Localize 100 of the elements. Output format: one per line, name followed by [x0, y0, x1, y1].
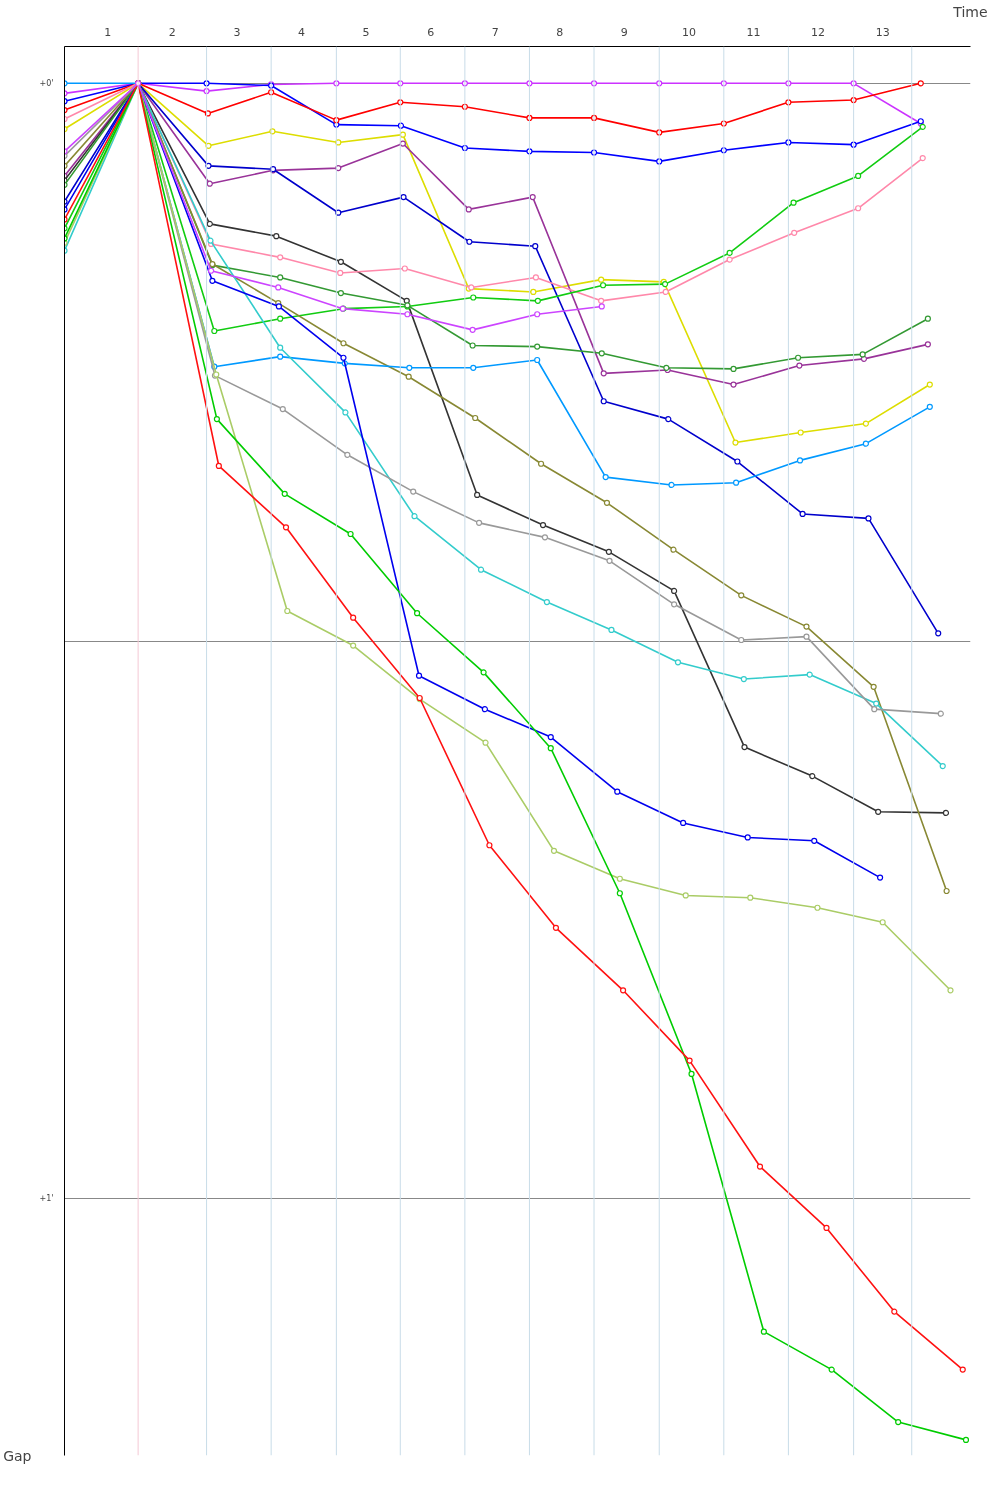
point [876, 874, 884, 881]
point [477, 566, 485, 573]
point [859, 351, 866, 358]
point [344, 451, 351, 458]
point [410, 488, 417, 495]
point [600, 398, 607, 405]
point [333, 117, 340, 124]
point [809, 773, 816, 780]
point [939, 762, 946, 770]
x-axis-title: Time [952, 3, 988, 20]
x-tick-label: 5 [362, 25, 370, 39]
point [284, 607, 291, 615]
point [860, 355, 868, 362]
point [803, 623, 810, 630]
point [671, 587, 678, 595]
point [870, 683, 877, 690]
point [741, 744, 748, 751]
point [215, 462, 222, 470]
x-tick-label: 7 [491, 25, 499, 39]
point [862, 440, 869, 447]
x-tick-label: 2 [168, 25, 176, 39]
point [730, 381, 737, 388]
point [796, 457, 804, 464]
point [744, 834, 751, 841]
point [790, 199, 797, 206]
point [337, 269, 344, 277]
point [552, 924, 560, 931]
point [828, 1366, 835, 1373]
point [472, 414, 479, 422]
point [405, 373, 412, 380]
point [602, 474, 609, 481]
point [541, 534, 549, 541]
point [277, 254, 284, 261]
point [213, 416, 220, 423]
point [400, 194, 407, 201]
x-tick-label: 9 [620, 25, 628, 39]
point [469, 326, 476, 333]
point [794, 354, 802, 361]
point [730, 365, 737, 372]
point [785, 139, 792, 146]
point [823, 1224, 830, 1232]
point [732, 439, 739, 446]
point [526, 114, 533, 121]
point [732, 479, 740, 486]
point [209, 277, 216, 284]
point [879, 919, 886, 926]
point [797, 429, 804, 436]
point [206, 180, 213, 187]
point [598, 276, 605, 283]
point [665, 416, 672, 423]
point [207, 237, 214, 244]
point [806, 671, 813, 678]
point [465, 206, 472, 213]
point [404, 311, 411, 318]
point [530, 288, 537, 296]
point [203, 88, 210, 95]
point [206, 220, 213, 227]
point [935, 630, 942, 637]
point [871, 706, 878, 713]
point [614, 788, 621, 795]
point [668, 481, 675, 489]
point [855, 172, 862, 179]
point [532, 274, 539, 281]
point [399, 140, 406, 147]
point [475, 519, 483, 526]
point [734, 458, 741, 465]
x-tick-label: 6 [427, 25, 435, 39]
point [529, 194, 536, 201]
point [469, 342, 476, 349]
point [539, 522, 547, 529]
point [791, 229, 798, 236]
point [406, 364, 413, 371]
point [281, 490, 288, 497]
point [803, 633, 810, 640]
point [534, 297, 541, 304]
point [799, 510, 806, 518]
point [616, 890, 623, 897]
point [547, 745, 554, 752]
point [942, 809, 950, 817]
point [532, 243, 539, 250]
point [482, 739, 489, 746]
point [335, 139, 342, 146]
point [537, 460, 545, 467]
point [926, 381, 933, 388]
point [211, 327, 218, 335]
point [814, 904, 821, 911]
point [862, 420, 869, 427]
point [347, 530, 354, 538]
point [811, 837, 818, 844]
y-axis-title: Gap [3, 1447, 32, 1464]
point [738, 636, 745, 644]
point [550, 847, 558, 854]
point [738, 592, 745, 599]
point [279, 405, 286, 413]
point [895, 1418, 902, 1426]
point [411, 513, 418, 520]
point [608, 626, 615, 634]
point [688, 1070, 695, 1078]
point [917, 80, 924, 87]
point [474, 491, 481, 499]
